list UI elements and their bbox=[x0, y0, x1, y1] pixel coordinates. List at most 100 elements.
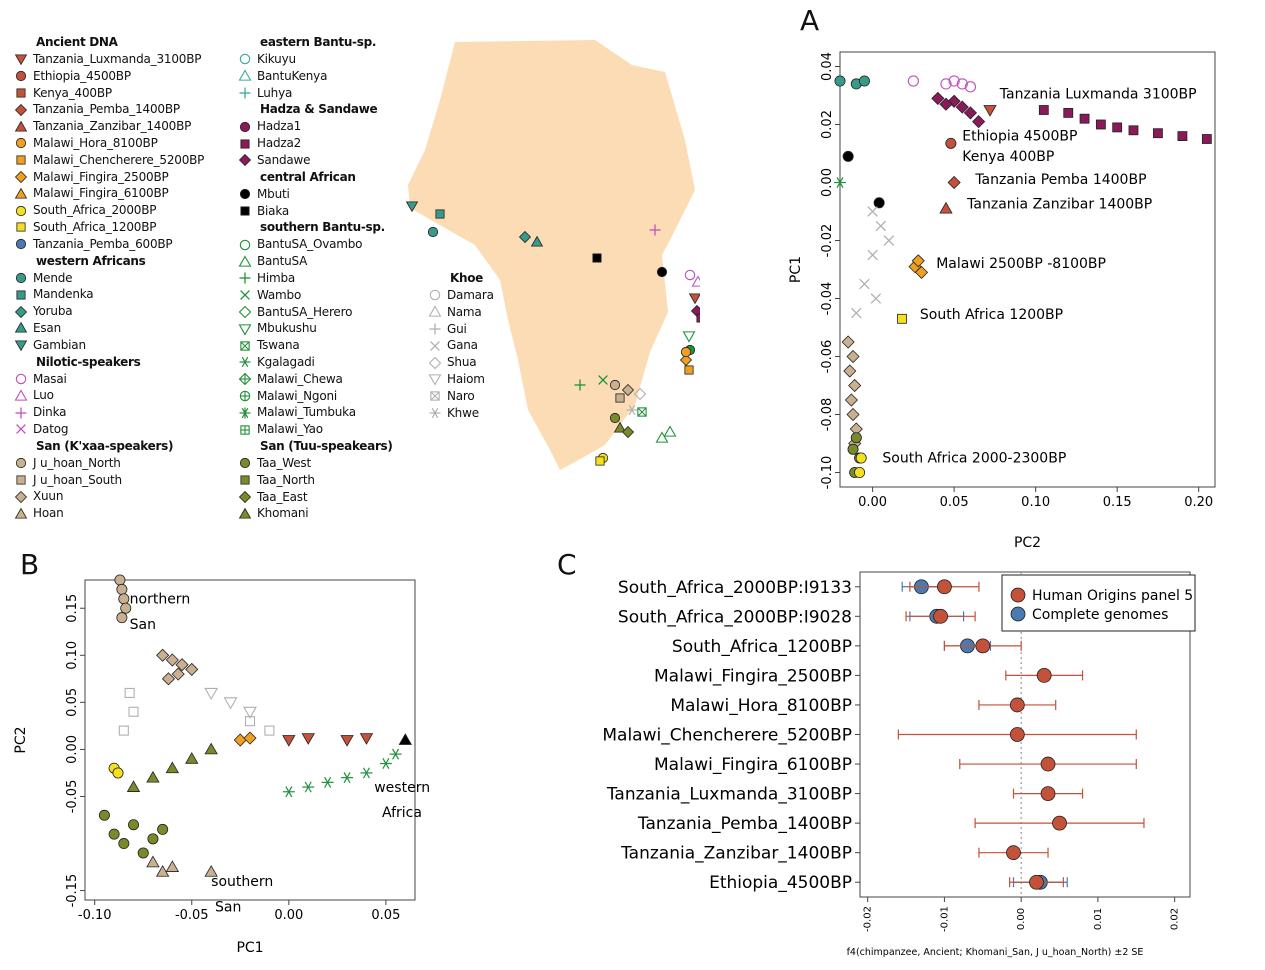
map-marker bbox=[680, 346, 692, 358]
legend-label: BantuSA_Herero bbox=[257, 304, 353, 319]
legend-label: Datog bbox=[33, 421, 69, 436]
legend-label: BantuSA bbox=[257, 254, 308, 269]
human-origins-point bbox=[1012, 786, 1084, 801]
legend-marker bbox=[429, 290, 441, 301]
data-point bbox=[137, 847, 149, 859]
y-tick-label: -0.10 bbox=[820, 456, 835, 490]
legend-item: BantuKenya bbox=[238, 68, 393, 85]
legend-symbol-icon bbox=[238, 507, 252, 519]
legend-marker bbox=[238, 490, 252, 503]
legend: Ancient DNA Tanzania_Luxmanda_3100BP Ethio… bbox=[0, 0, 494, 540]
x-tick-label: -0.10 bbox=[78, 908, 112, 923]
map-marker bbox=[691, 275, 700, 287]
legend-label: Malawi_Tumbuka bbox=[257, 405, 356, 420]
human-origins-point bbox=[905, 608, 976, 624]
legend-item: Yoruba bbox=[14, 303, 204, 320]
legend-item: Malawi_Ngoni bbox=[238, 388, 393, 405]
human-origins-point bbox=[897, 727, 1137, 742]
legend-item: Malawi_Yao bbox=[238, 421, 393, 438]
data-point bbox=[939, 97, 953, 111]
legend-marker bbox=[14, 389, 28, 401]
data-point bbox=[165, 860, 180, 872]
y-tick-label: 0.00 bbox=[65, 735, 80, 764]
y-tick-label: 0.05 bbox=[65, 688, 80, 717]
series-malawi bbox=[908, 254, 929, 279]
legend-marker bbox=[239, 357, 251, 368]
data-point bbox=[264, 725, 275, 736]
map-marker bbox=[530, 235, 544, 247]
map-marker bbox=[598, 375, 608, 385]
data-point bbox=[108, 828, 120, 840]
legend-symbol-icon bbox=[15, 239, 27, 250]
legend-marker bbox=[14, 507, 28, 519]
y-axis-label: PC1 bbox=[788, 256, 804, 283]
legend-label: Taa_East bbox=[257, 489, 308, 504]
map-marker bbox=[684, 365, 694, 375]
legend-label: South_Africa_2000BP bbox=[33, 203, 157, 218]
legend-item: South_Africa_2000BP bbox=[14, 202, 204, 219]
map-marker bbox=[682, 331, 696, 343]
legend-label: Wambo bbox=[257, 287, 302, 302]
data-point bbox=[398, 733, 412, 745]
legend-item: Datog bbox=[14, 421, 204, 438]
data-point bbox=[120, 602, 132, 614]
legend-marker bbox=[16, 424, 26, 435]
category-label: Ethiopia_4500BP bbox=[709, 873, 852, 893]
legend-marker bbox=[240, 475, 250, 485]
data-point bbox=[956, 78, 968, 90]
data-point bbox=[867, 249, 878, 261]
annotation: San bbox=[215, 899, 241, 915]
legend-symbol-icon bbox=[16, 290, 26, 300]
africa-map bbox=[405, 40, 700, 470]
legend-item: Luhya bbox=[238, 85, 393, 102]
legend-item: Sandawe bbox=[238, 152, 393, 169]
legend-heading: western Africans bbox=[36, 253, 146, 268]
legend-symbol-icon bbox=[14, 54, 28, 66]
y-tick-label: 0.10 bbox=[65, 641, 80, 670]
data-point bbox=[116, 612, 128, 624]
legend-item: BantuSA bbox=[238, 253, 393, 270]
legend-label: Luhya bbox=[257, 85, 293, 100]
legend-marker bbox=[14, 490, 28, 503]
legend-symbol-icon bbox=[14, 340, 28, 352]
y-tick-label: -0.15 bbox=[65, 874, 80, 908]
data-point bbox=[1038, 105, 1049, 115]
data-point bbox=[854, 466, 866, 478]
data-point bbox=[947, 175, 961, 190]
data-point bbox=[963, 106, 978, 120]
legend-column-1: Ancient DNA Tanzania_Luxmanda_3100BP Ethio… bbox=[14, 34, 204, 522]
data-point bbox=[859, 278, 870, 290]
legend-item: Biaka bbox=[238, 203, 393, 220]
legend-label: Tanzania_Zanzibar_1400BP bbox=[33, 119, 192, 134]
legend-symbol-icon bbox=[239, 407, 251, 419]
data-point bbox=[873, 197, 885, 209]
map-marker bbox=[656, 266, 668, 278]
legend-symbol-icon bbox=[14, 490, 28, 503]
x-tick-label: 0.00 bbox=[858, 495, 887, 510]
legend-marker bbox=[14, 187, 28, 199]
legend-label: Ethiopia_4500BP bbox=[33, 68, 131, 83]
series-xuun bbox=[156, 648, 199, 686]
x-tick-label: 0.02 bbox=[1170, 908, 1181, 930]
data-point bbox=[847, 443, 859, 455]
legend-symbol-icon bbox=[429, 407, 441, 419]
data-point bbox=[834, 177, 846, 188]
legend-label: Malawi_Chewa bbox=[257, 371, 343, 386]
data-point bbox=[843, 364, 857, 378]
annotation: northern bbox=[130, 592, 191, 608]
data-point bbox=[165, 761, 180, 774]
legend-marker bbox=[16, 475, 26, 485]
legend-symbol-icon bbox=[239, 189, 251, 200]
annotation: Africa bbox=[382, 805, 422, 821]
legend-label: Tswana bbox=[257, 338, 300, 353]
category-label: Malawi_Fingira_6100BP bbox=[654, 755, 852, 775]
human-origins-point bbox=[974, 815, 1145, 831]
data-point bbox=[907, 75, 920, 87]
legend-marker bbox=[239, 272, 251, 284]
chart-b-pca: -0.10 -0.05 0.00 0.05 0.15 0.10 0.05 0.00 -0.05 -… bbox=[13, 574, 430, 956]
data-point bbox=[834, 75, 846, 87]
legend-symbol-icon bbox=[15, 373, 27, 385]
data-point bbox=[175, 658, 189, 672]
y-axis-label: PC2 bbox=[13, 726, 29, 753]
legend-symbol-icon bbox=[239, 458, 251, 469]
